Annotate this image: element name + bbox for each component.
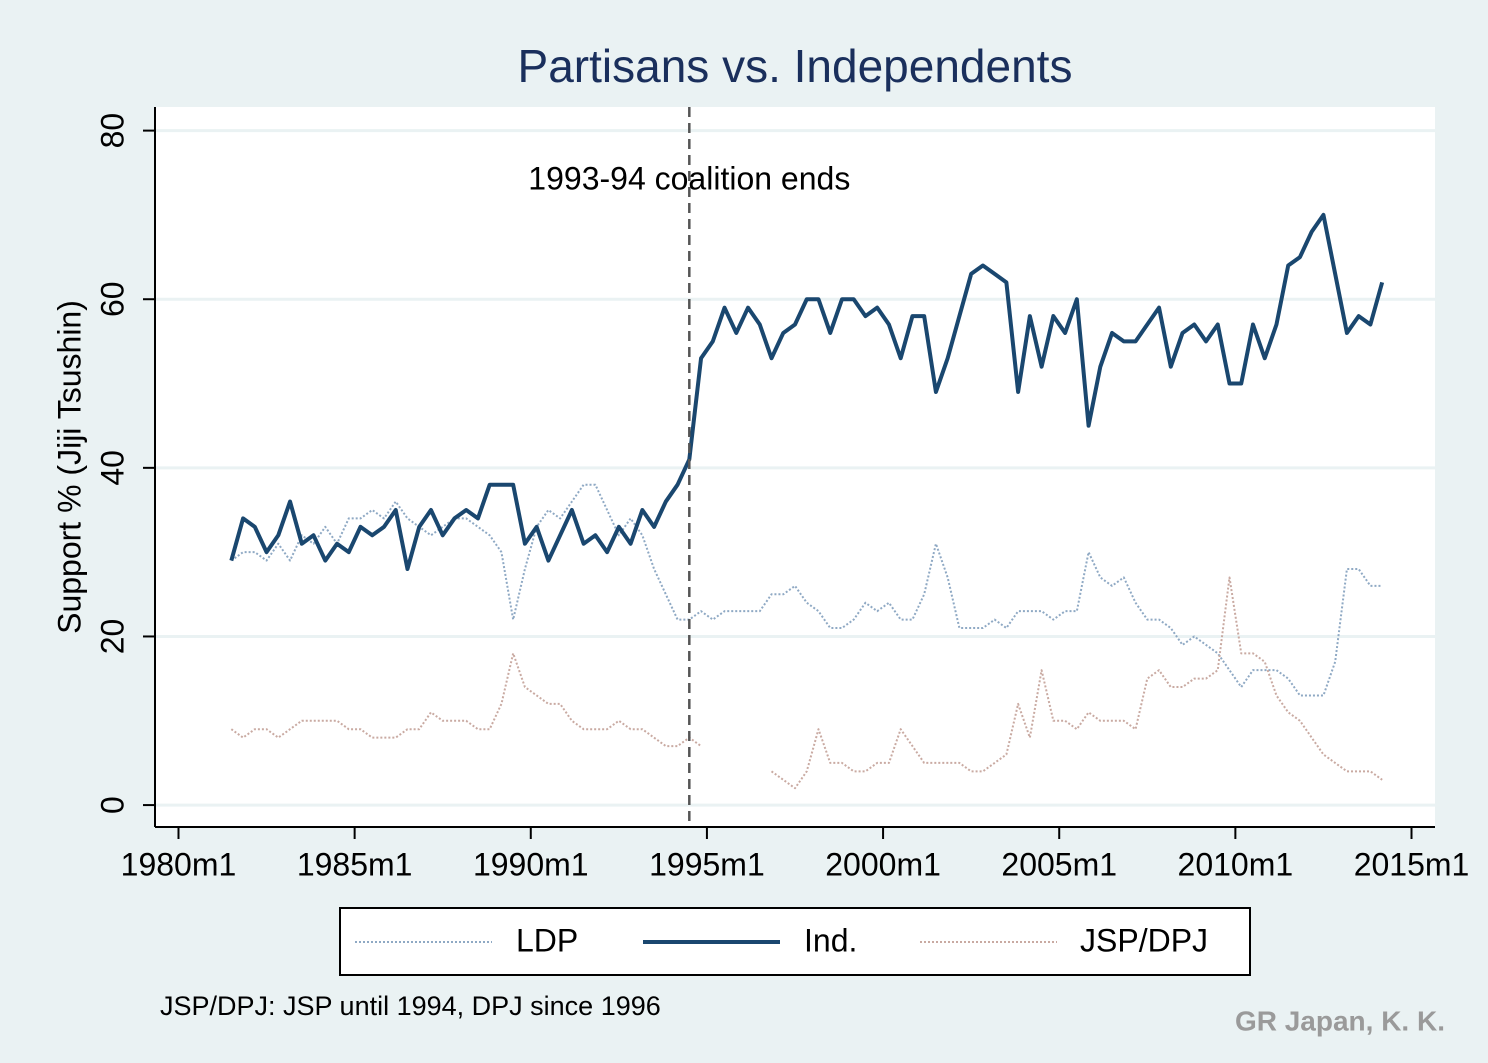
x-tick-label: 1995m1 bbox=[649, 846, 765, 882]
x-tick-label: 1990m1 bbox=[473, 846, 589, 882]
x-tick-label: 2010m1 bbox=[1178, 846, 1294, 882]
credit: GR Japan, K. K. bbox=[1235, 1005, 1445, 1036]
legend-label: Ind. bbox=[804, 922, 857, 958]
legend-label: JSP/DPJ bbox=[1080, 922, 1208, 958]
y-tick-label: 0 bbox=[94, 796, 130, 814]
y-axis-title: Support % (Jiji Tsushin) bbox=[51, 300, 87, 634]
legend-label: LDP bbox=[516, 922, 578, 958]
x-tick-label: 1985m1 bbox=[297, 846, 413, 882]
chart-title: Partisans vs. Independents bbox=[518, 40, 1073, 92]
x-tick-label: 2000m1 bbox=[825, 846, 941, 882]
x-tick-label: 2015m1 bbox=[1354, 846, 1470, 882]
y-tick-label: 40 bbox=[94, 450, 130, 486]
series-line bbox=[230, 483, 1383, 697]
y-tick-label: 60 bbox=[94, 281, 130, 317]
note: JSP/DPJ: JSP until 1994, DPJ since 1996 bbox=[160, 991, 661, 1021]
x-tick-label: 2005m1 bbox=[1001, 846, 1117, 882]
series-line bbox=[229, 212, 1385, 572]
y-tick-label: 80 bbox=[94, 113, 130, 149]
series-line bbox=[230, 576, 1383, 790]
annotation: 1993-94 coalition ends bbox=[528, 161, 850, 197]
y-tick-label: 20 bbox=[94, 619, 130, 655]
x-tick-label: 1980m1 bbox=[121, 846, 237, 882]
